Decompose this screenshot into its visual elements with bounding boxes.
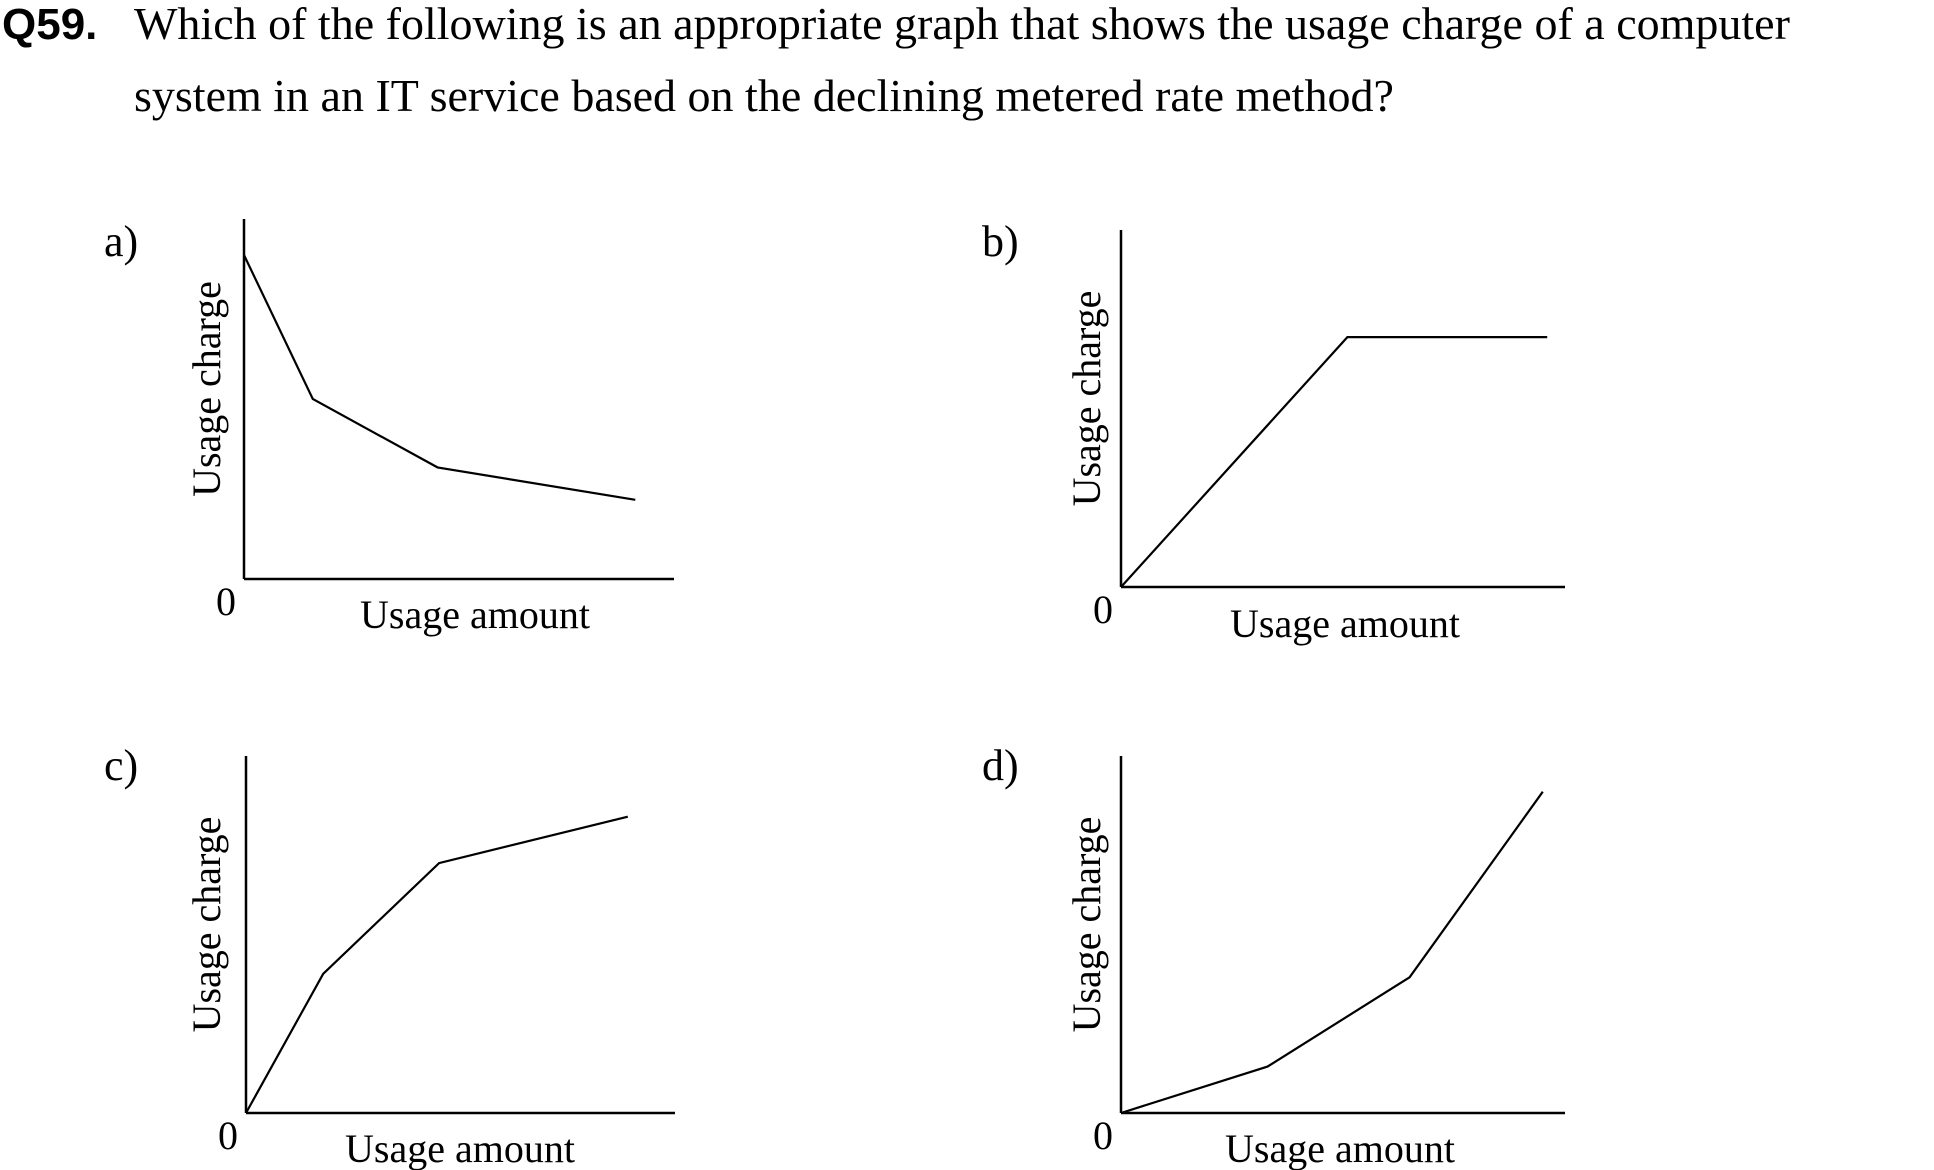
question-text-line-1: Which of the following is an appropriate… <box>134 0 1790 49</box>
y-axis-label: Usage charge <box>184 817 229 1033</box>
chart-d: 0 Usage amount Usage charge <box>1064 756 1565 1170</box>
origin-label: 0 <box>1093 587 1113 632</box>
x-axis-label: Usage amount <box>345 1126 575 1170</box>
series-line <box>243 254 636 501</box>
origin-label: 0 <box>1093 1113 1113 1158</box>
series-line <box>1120 791 1544 1115</box>
chart-b: 0 Usage amount Usage charge <box>1064 230 1565 646</box>
origin-label: 0 <box>218 1113 238 1158</box>
x-axis-label: Usage amount <box>360 592 590 637</box>
question-block: Q59. Which of the following is an approp… <box>0 0 1934 140</box>
option-letter: a) <box>104 217 139 266</box>
y-axis-label: Usage charge <box>184 281 229 497</box>
x-axis-label: Usage amount <box>1230 601 1460 646</box>
question-text-line-2: system in an IT service based on the dec… <box>134 70 1394 121</box>
origin-label: 0 <box>216 579 236 624</box>
option-letter: c) <box>104 741 139 790</box>
y-axis-label: Usage charge <box>1064 817 1109 1033</box>
chart-a: 0 Usage amount Usage charge <box>184 219 674 637</box>
option-letter: d) <box>982 741 1019 790</box>
question-number: Q59. <box>2 0 98 49</box>
series-line <box>245 815 629 1114</box>
chart-c: 0 Usage amount Usage charge <box>184 756 675 1170</box>
series-line <box>1120 335 1548 588</box>
option-letter: b) <box>982 217 1019 266</box>
x-axis-label: Usage amount <box>1225 1126 1455 1170</box>
y-axis-label: Usage charge <box>1064 291 1109 507</box>
